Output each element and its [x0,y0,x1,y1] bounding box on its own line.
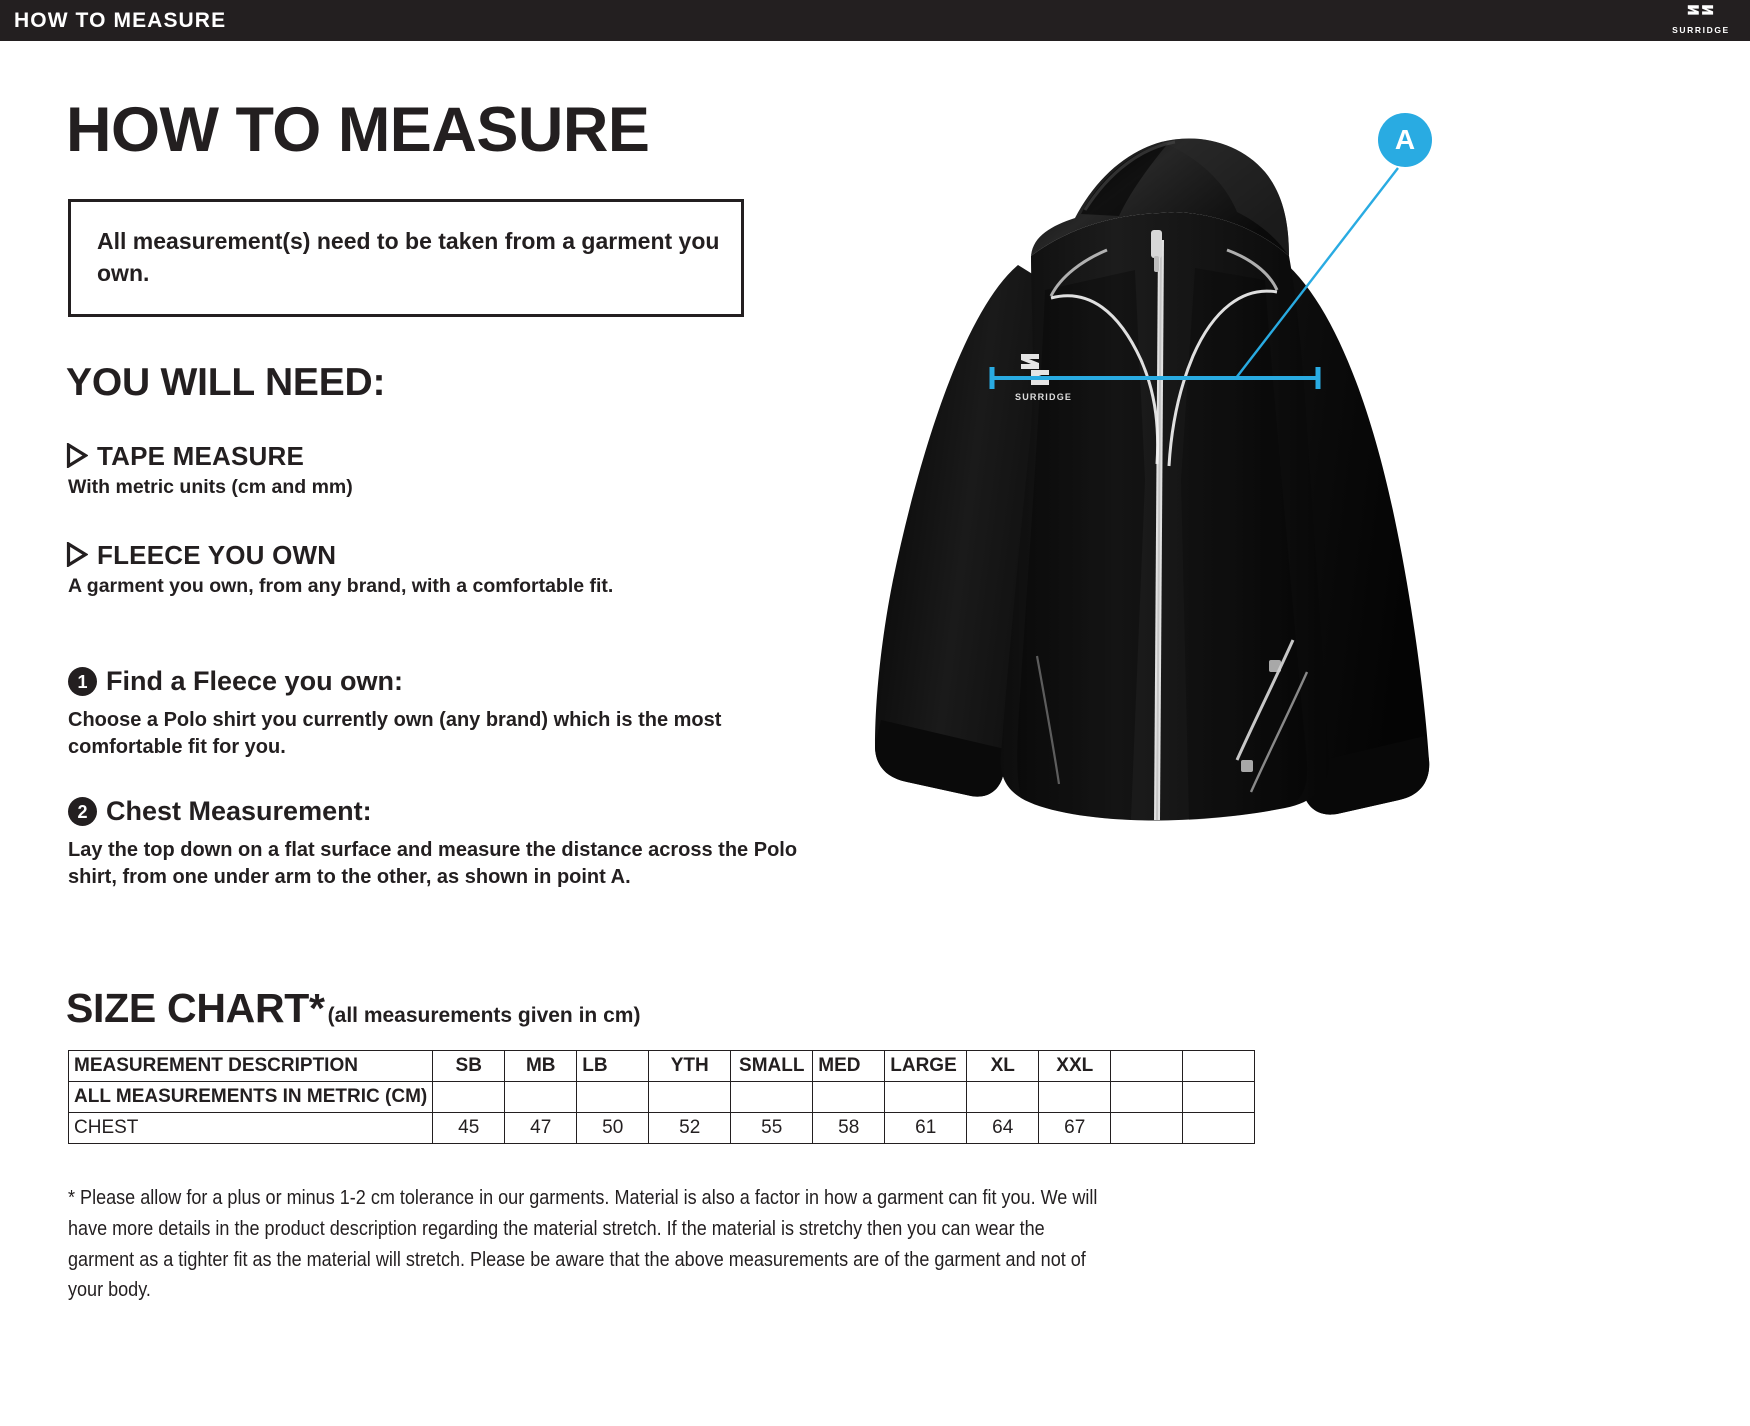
cell-chest-xxl: 67 [1038,1112,1112,1144]
step-number-badge: 1 [68,667,97,696]
step-header: 2 Chest Measurement: [68,796,828,827]
measurement-note-text: All measurement(s) need to be taken from… [97,228,720,286]
page-title: HOW TO MEASURE [66,95,650,165]
col-header-blank-2 [1182,1050,1256,1082]
step-header: 1 Find a Fleece you own: [68,666,828,697]
callout-badge-label: A [1394,124,1416,155]
row-label-metric-note: ALL MEASUREMENTS IN METRIC (CM) [67,1081,434,1113]
cell-chest-xl: 64 [966,1112,1040,1144]
cell [1110,1081,1184,1113]
step-body: Lay the top down on a flat surface and m… [68,839,798,889]
cell-blank-2 [1182,1112,1256,1144]
brand-wordmark: SURRIDGE [1672,25,1730,35]
table-header-row: MEASUREMENT DESCRIPTION SB MB LB YTH SMA… [67,1050,1256,1082]
tolerance-footnote: * Please allow for a plus or minus 1-2 c… [68,1186,1098,1302]
cell [730,1081,814,1113]
col-header-xl: XL [966,1050,1040,1082]
col-header-xxl: XXL [1038,1050,1112,1082]
cell-chest-yth: 52 [648,1112,732,1144]
size-chart-heading: SIZE CHART* (all measurements given in c… [66,985,640,1032]
col-header-description: MEASUREMENT DESCRIPTION [67,1050,434,1082]
header-title: HOW TO MEASURE [14,9,227,32]
row-label-chest: CHEST [67,1112,434,1144]
need-heading: FLEECE YOU OWN [66,542,613,568]
size-chart-title: SIZE CHART* [66,985,325,1031]
step-2: 2 Chest Measurement: Lay the top down on… [68,796,828,891]
cell-chest-med: 58 [812,1112,886,1144]
col-header-sb: SB [432,1050,506,1082]
product-image: SURRIDGE [845,60,1525,920]
instructions-panel: HOW TO MEASURE All measurement(s) need t… [0,41,880,1041]
cell [966,1081,1040,1113]
cell [432,1081,506,1113]
triangle-bullet-icon [66,542,88,567]
top-header-bar: HOW TO MEASURE SURRIDGE [0,0,1750,41]
cell-chest-large: 61 [884,1112,968,1144]
measurement-note-box: All measurement(s) need to be taken from… [68,199,744,317]
cell [884,1081,968,1113]
cell [812,1081,886,1113]
size-chart-table: MEASUREMENT DESCRIPTION SB MB LB YTH SMA… [67,1050,1256,1144]
need-heading: TAPE MEASURE [66,443,353,469]
cell [1038,1081,1112,1113]
step-number-badge: 2 [68,797,97,826]
cell-chest-mb: 47 [504,1112,578,1144]
col-header-blank-1 [1110,1050,1184,1082]
cell-blank-1 [1110,1112,1184,1144]
step-1: 1 Find a Fleece you own: Choose a Polo s… [68,666,828,761]
col-header-small: SMALL [730,1050,814,1082]
surridge-logo: SURRIDGE [1666,2,1736,40]
cell-chest-small: 55 [730,1112,814,1144]
step-title: Chest Measurement: [106,796,372,826]
col-header-mb: MB [504,1050,578,1082]
need-heading-label: TAPE MEASURE [97,441,305,471]
triangle-bullet-icon [66,443,88,468]
cell [576,1081,650,1113]
you-will-need-title: YOU WILL NEED: [66,361,386,404]
need-heading-label: FLEECE YOU OWN [97,540,337,570]
cell [1182,1081,1256,1113]
need-item-fleece-you-own: FLEECE YOU OWN A garment you own, from a… [66,542,613,598]
fleece-jacket-illustration: SURRIDGE [875,138,1430,821]
col-header-lb: LB [576,1050,650,1082]
need-item-tape-measure: TAPE MEASURE With metric units (cm and m… [66,443,353,499]
step-body: Choose a Polo shirt you currently own (a… [68,709,722,759]
step-title: Find a Fleece you own: [106,666,404,696]
size-chart-subtitle: (all measurements given in cm) [327,1004,641,1027]
cell-chest-lb: 50 [576,1112,650,1144]
cell-chest-sb: 45 [432,1112,506,1144]
col-header-med: MED [812,1050,886,1082]
cell [504,1081,578,1113]
col-header-yth: YTH [648,1050,732,1082]
surridge-ss-mark-icon [1687,5,1714,15]
svg-text:SURRIDGE: SURRIDGE [1015,392,1072,402]
cell [648,1081,732,1113]
table-row: CHEST 45 47 50 52 55 58 61 64 67 [67,1112,1256,1144]
need-subtext: A garment you own, from any brand, with … [68,575,614,597]
need-subtext: With metric units (cm and mm) [68,476,353,498]
table-row: ALL MEASUREMENTS IN METRIC (CM) [67,1081,1256,1113]
callout-badge-a: A [1378,113,1432,167]
col-header-large: LARGE [884,1050,968,1082]
